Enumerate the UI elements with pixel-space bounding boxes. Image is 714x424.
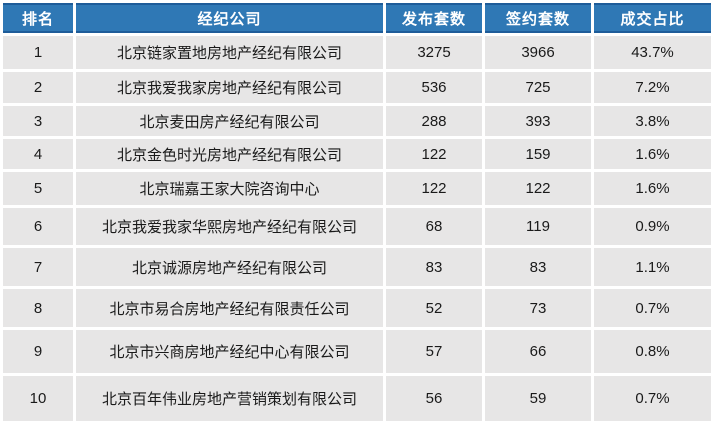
rank-cell: 6: [3, 208, 73, 245]
published-cell: 57: [386, 330, 482, 373]
published-cell: 52: [386, 289, 482, 327]
signed-cell: 119: [485, 208, 591, 245]
header-row: 排名 经纪公司 发布套数 签约套数 成交占比: [3, 3, 711, 33]
ratio-cell: 0.7%: [594, 289, 711, 327]
header-rank: 排名: [3, 3, 73, 33]
table-row: 10 北京百年伟业房地产营销策划有限公司 56 59 0.7%: [3, 376, 711, 421]
published-cell: 122: [386, 172, 482, 205]
rank-cell: 2: [3, 72, 73, 103]
ratio-cell: 0.9%: [594, 208, 711, 245]
published-cell: 122: [386, 139, 482, 169]
header-published: 发布套数: [386, 3, 482, 33]
rank-cell: 4: [3, 139, 73, 169]
signed-cell: 725: [485, 72, 591, 103]
signed-cell: 73: [485, 289, 591, 327]
published-cell: 68: [386, 208, 482, 245]
table-row: 8 北京市易合房地产经纪有限责任公司 52 73 0.7%: [3, 289, 711, 327]
ratio-cell: 7.2%: [594, 72, 711, 103]
published-cell: 3275: [386, 36, 482, 69]
rank-cell: 1: [3, 36, 73, 69]
header-company: 经纪公司: [76, 3, 383, 33]
rank-cell: 8: [3, 289, 73, 327]
rank-cell: 10: [3, 376, 73, 421]
header-ratio: 成交占比: [594, 3, 711, 33]
ratio-cell: 1.6%: [594, 172, 711, 205]
signed-cell: 59: [485, 376, 591, 421]
company-cell: 北京市兴商房地产经纪中心有限公司: [76, 330, 383, 373]
signed-cell: 3966: [485, 36, 591, 69]
table-row: 3 北京麦田房产经纪有限公司 288 393 3.8%: [3, 106, 711, 136]
signed-cell: 66: [485, 330, 591, 373]
rank-cell: 7: [3, 248, 73, 286]
ratio-cell: 1.1%: [594, 248, 711, 286]
header-signed: 签约套数: [485, 3, 591, 33]
table-row: 1 北京链家置地房地产经纪有限公司 3275 3966 43.7%: [3, 36, 711, 69]
ratio-cell: 3.8%: [594, 106, 711, 136]
rank-cell: 3: [3, 106, 73, 136]
published-cell: 83: [386, 248, 482, 286]
company-cell: 北京链家置地房地产经纪有限公司: [76, 36, 383, 69]
table-row: 9 北京市兴商房地产经纪中心有限公司 57 66 0.8%: [3, 330, 711, 373]
table-row: 4 北京金色时光房地产经纪有限公司 122 159 1.6%: [3, 139, 711, 169]
ratio-cell: 0.7%: [594, 376, 711, 421]
table-row: 6 北京我爱我家华熙房地产经纪有限公司 68 119 0.9%: [3, 208, 711, 245]
signed-cell: 159: [485, 139, 591, 169]
signed-cell: 122: [485, 172, 591, 205]
company-cell: 北京麦田房产经纪有限公司: [76, 106, 383, 136]
table-row: 2 北京我爱我家房地产经纪有限公司 536 725 7.2%: [3, 72, 711, 103]
signed-cell: 83: [485, 248, 591, 286]
company-cell: 北京市易合房地产经纪有限责任公司: [76, 289, 383, 327]
published-cell: 536: [386, 72, 482, 103]
company-cell: 北京金色时光房地产经纪有限公司: [76, 139, 383, 169]
rank-cell: 9: [3, 330, 73, 373]
rank-cell: 5: [3, 172, 73, 205]
published-cell: 56: [386, 376, 482, 421]
company-cell: 北京我爱我家华熙房地产经纪有限公司: [76, 208, 383, 245]
company-cell: 北京瑞嘉王家大院咨询中心: [76, 172, 383, 205]
ratio-cell: 43.7%: [594, 36, 711, 69]
company-cell: 北京诚源房地产经纪有限公司: [76, 248, 383, 286]
table-header: 排名 经纪公司 发布套数 签约套数 成交占比: [3, 3, 711, 33]
company-cell: 北京百年伟业房地产营销策划有限公司: [76, 376, 383, 421]
table-body: 1 北京链家置地房地产经纪有限公司 3275 3966 43.7% 2 北京我爱我家房地产经…: [3, 36, 711, 421]
ratio-cell: 0.8%: [594, 330, 711, 373]
table-row: 7 北京诚源房地产经纪有限公司 83 83 1.1%: [3, 248, 711, 286]
table-row: 5 北京瑞嘉王家大院咨询中心 122 122 1.6%: [3, 172, 711, 205]
published-cell: 288: [386, 106, 482, 136]
ratio-cell: 1.6%: [594, 139, 711, 169]
company-cell: 北京我爱我家房地产经纪有限公司: [76, 72, 383, 103]
signed-cell: 393: [485, 106, 591, 136]
